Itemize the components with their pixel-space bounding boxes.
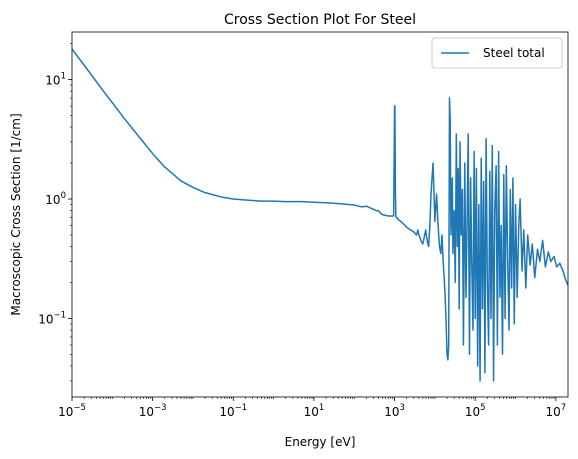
axis-ticks: 10−5 10−3 10−1 101 103 105 107 10−1 100 101 (38, 43, 567, 419)
x-tick-label: 105 (465, 403, 486, 419)
x-tick-label: 107 (546, 403, 567, 419)
x-tick-label: 10−1 (219, 403, 247, 419)
x-tick-label: 101 (304, 403, 325, 419)
chart-title: Cross Section Plot For Steel (224, 12, 416, 28)
y-tick-label: 100 (45, 191, 66, 207)
legend-box (431, 37, 563, 69)
series-line-0 (72, 48, 568, 382)
legend-label-steel-total: Steel total (483, 46, 545, 60)
series-layer (72, 48, 568, 382)
plot-frame (71, 31, 569, 398)
y-tick-label: 10−1 (38, 310, 66, 326)
x-tick-label: 103 (384, 403, 405, 419)
y-tick-label: 101 (45, 72, 66, 88)
y-axis-label: Macroscopic Cross Section [1/cm] (9, 113, 23, 315)
legend: Steel total (431, 37, 563, 69)
x-axis-label: Energy [eV] (285, 435, 356, 449)
x-tick-label: 10−3 (139, 403, 167, 419)
x-tick-label: 10−5 (58, 403, 86, 419)
